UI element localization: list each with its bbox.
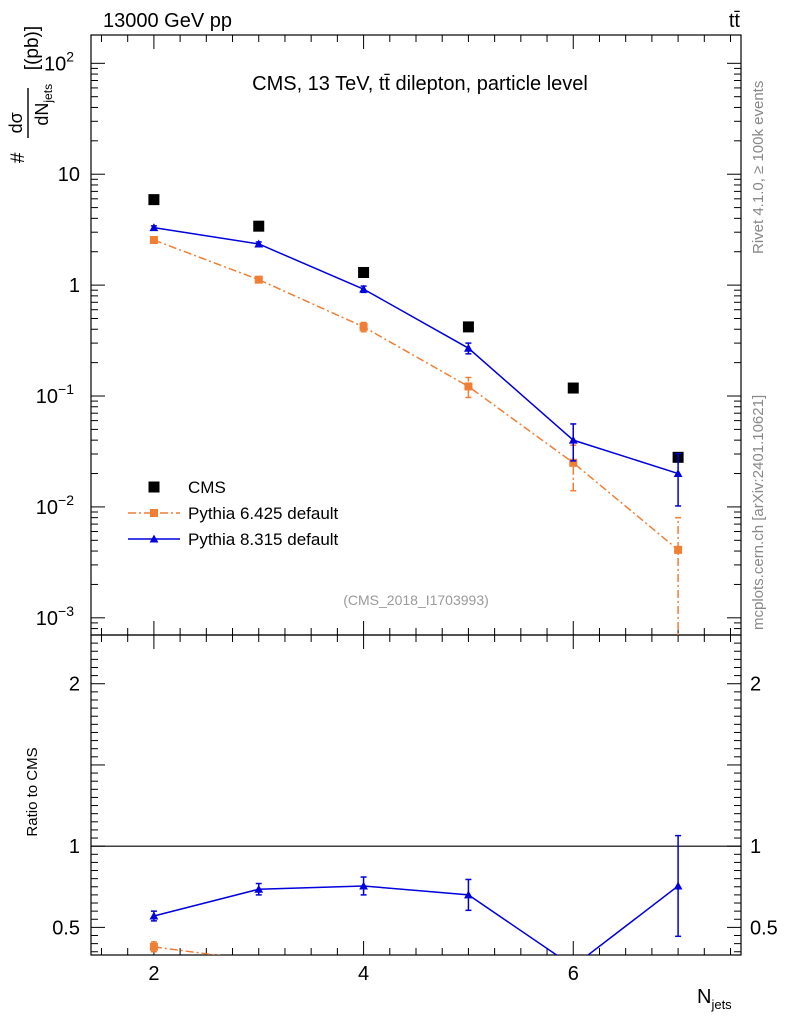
y-tick-label: 1 [69,275,80,297]
main-axis-ticks: 10−3 10−2 10−1 1 10 102 [36,35,741,636]
ratio-tick-label-right: 1 [750,836,761,858]
pythia-6-425-default-point [149,236,158,245]
x-tick-label: 6 [568,963,579,985]
y-tick-label: 102 [44,48,74,75]
legend: CMS Pythia 6.425 default Pythia 8.315 defa… [128,478,339,549]
analysis-id: (CMS_2018_I1703993) [343,592,489,608]
pythia-8-315-default-ratio-point [149,911,159,920]
y-tick-label: 10 [58,164,80,186]
main-plot-area [148,194,684,635]
pythia-6-425-default-point [254,275,263,284]
ratio-tick-label-right: 0.5 [750,917,778,939]
header-right: tt̄ [729,10,741,32]
legend-marker-pythia-8-315-default [149,534,159,543]
svg-text:# dσ dNjets: # dσ dNjets [(pb)] [5,26,57,163]
pythia-8-315-default-line [153,226,679,475]
cms-point [148,194,160,206]
ratio-tick-label: 1 [69,836,80,858]
legend-marker-pythia-6-425-default [150,509,158,517]
cms-point [462,321,474,333]
y-tick-label: 10−2 [36,492,74,519]
chart-title: CMS, 13 TeV, tt̄ dilepton, particle leve… [252,73,588,95]
ratio-y-label: Ratio to CMS [24,747,41,836]
x-tick-label: 2 [148,963,159,985]
pythia-6-425-default-point [359,322,368,331]
pythia-8-315-default-ratio-line [153,885,679,955]
header-left: 13000 GeV pp [103,10,232,32]
ratio-plot-area [91,834,741,955]
pythia-8-315-default-point [359,284,368,293]
legend-label-pythia-6-425-default: Pythia 6.425 default [188,504,339,523]
pythia-6-425-default-point [674,545,683,554]
ratio-axis-ticks: 2 4 6 0.5 0.5 1 1 2 2 [52,634,778,985]
pythia-8-315-default-point [568,435,578,444]
ratio-tick-label-right: 2 [750,674,761,696]
legend-label-pythia-8-315-default: Pythia 8.315 default [188,530,339,549]
pythia-8-315-default-ratio-point [673,881,683,890]
ratio-tick-label: 2 [69,674,80,696]
pythia-8-315-default-ratio-point [254,884,264,893]
y-tick-label: 10−1 [36,381,74,408]
y-tick-label: 10−3 [36,603,74,630]
x-tick-label: 4 [358,963,369,985]
cms-point [358,266,370,278]
pythia-6-425-default-point [464,382,473,391]
cms-point [253,220,265,232]
pythia-6-425-default-ratio-point [149,942,158,951]
legend-marker-cms [148,481,160,493]
pythia-8-315-default-ratio-point [359,881,368,890]
legend-label-cms: CMS [188,478,226,497]
pythia-6-425-default-line [153,239,679,551]
pythia-8-315-default-point [673,469,683,478]
ratio-tick-label: 0.5 [52,917,80,939]
mcplots-credit: mcplots.cern.ch [arXiv:2401.10621] [750,395,767,630]
x-axis-label: Njets [697,986,732,1012]
y-axis-label: # dσ dNjets [(pb)] [5,26,57,163]
pythia-8-315-default-point [149,223,159,232]
cms-point [567,382,579,394]
rivet-version: Rivet 4.1.0, ≥ 100k events [750,81,767,254]
pythia-8-315-default-point [254,239,264,248]
pythia-6-425-default-point [569,458,578,467]
pythia-8-315-default-point [464,343,473,352]
pythia-8-315-default-ratio-point [464,890,473,899]
